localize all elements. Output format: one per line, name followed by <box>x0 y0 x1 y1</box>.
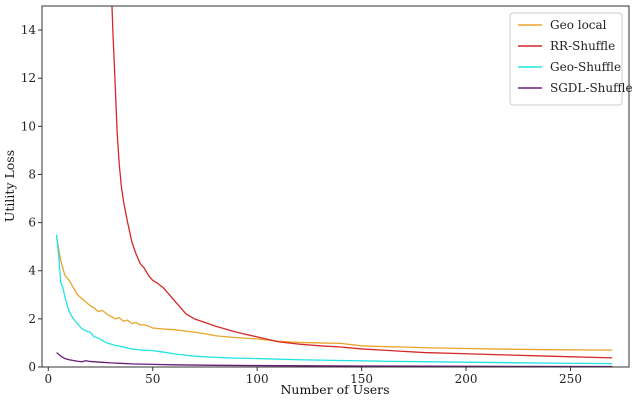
series-line-geo-shuffle <box>55 234 613 365</box>
x-tick-label: 200 <box>455 372 478 386</box>
y-tick-label: 14 <box>21 23 37 37</box>
legend-entry-label: Geo local <box>550 18 607 32</box>
legend: Geo local RR-Shuffle Geo-Shuffle SGDL-Shuff… <box>509 12 633 106</box>
y-tick-label: 10 <box>21 119 36 133</box>
y-tick-label: 4 <box>28 264 36 278</box>
legend-entry-label: RR-Shuffle <box>550 39 615 53</box>
x-tick-label: 150 <box>350 372 373 386</box>
y-tick-label: 2 <box>28 312 36 326</box>
x-tick-label: 0 <box>44 372 52 386</box>
x-axis-label: Number of Users <box>280 382 389 397</box>
series-line-rr-shuffle <box>111 6 613 359</box>
ticks-layer: 0 50 100 150 200 250 0 2 4 6 8 10 12 14 <box>21 23 582 386</box>
series-line-sgdl-shuffle <box>56 352 613 367</box>
legend-entry-label: Geo-Shuffle <box>550 60 621 74</box>
y-tick-label: 12 <box>21 71 36 85</box>
series-line-geo-local <box>55 236 613 351</box>
legend-entry-label: SGDL-Shuffle <box>550 81 633 95</box>
series-layer <box>55 6 613 367</box>
x-tick-label: 50 <box>145 372 160 386</box>
plot-frame <box>41 5 630 368</box>
y-tick-label: 0 <box>28 360 36 374</box>
y-axis-label: Utility Loss <box>2 150 17 222</box>
y-tick-label: 6 <box>28 216 36 230</box>
x-tick-label: 250 <box>559 372 582 386</box>
x-tick-label: 100 <box>246 372 269 386</box>
legend-box <box>509 12 623 106</box>
y-tick-label: 8 <box>28 167 36 181</box>
